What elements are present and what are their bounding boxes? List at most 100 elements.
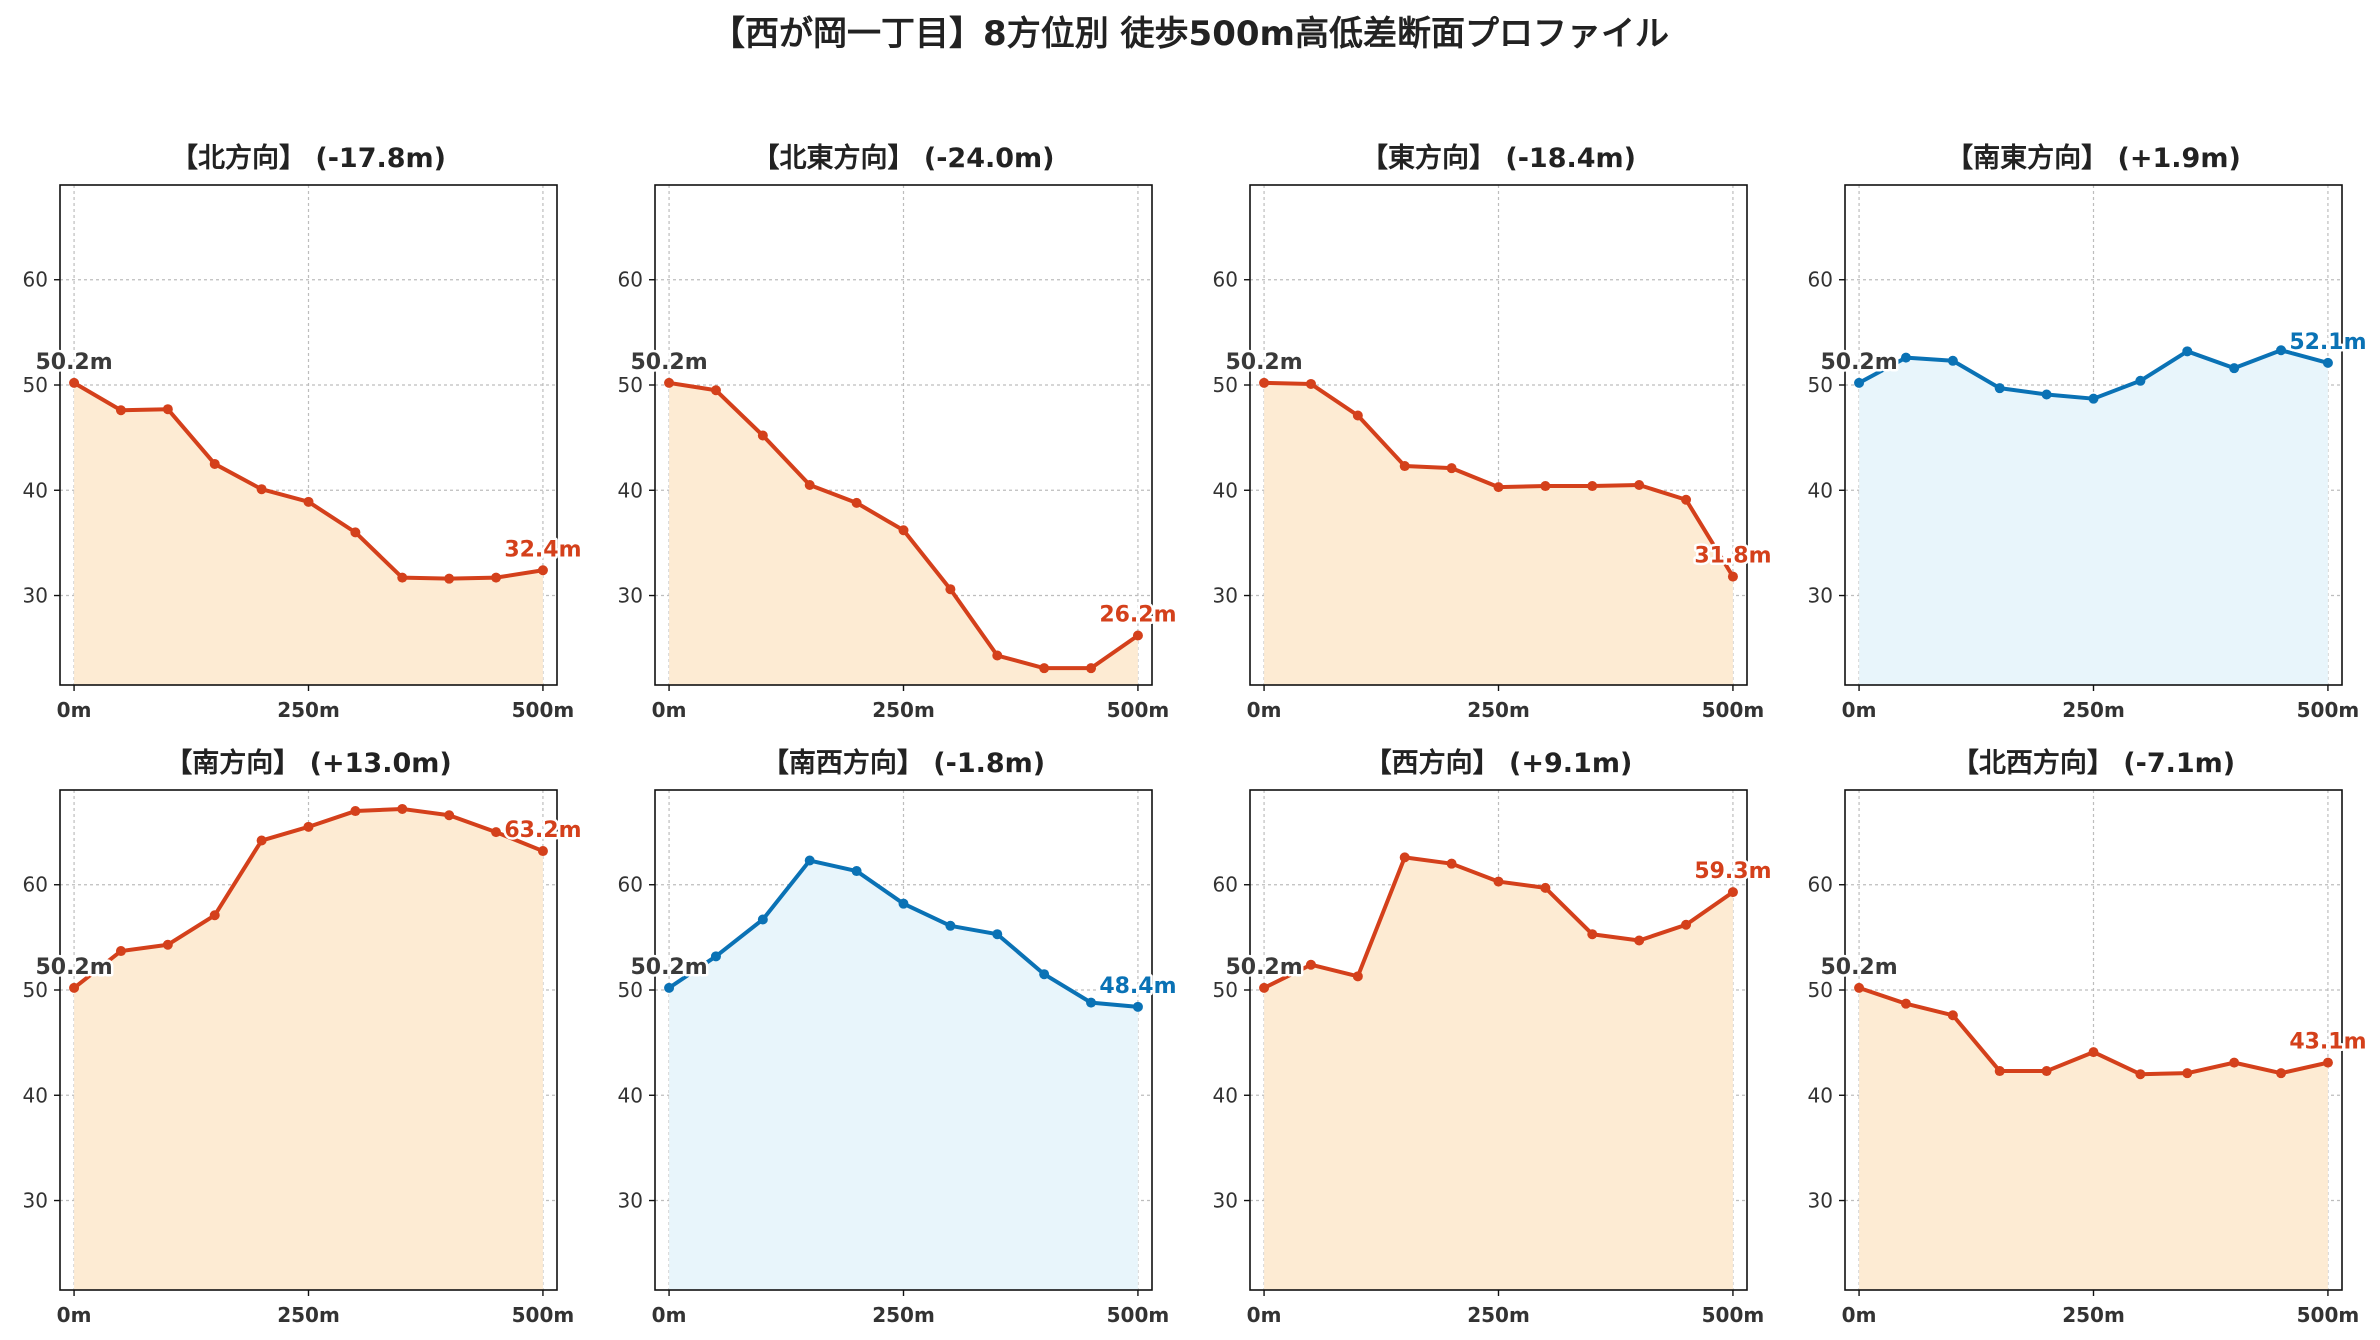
data-point — [350, 527, 361, 538]
y-tick-label: 30 — [23, 1189, 48, 1213]
x-tick-label: 500m — [512, 1303, 575, 1327]
data-point — [444, 573, 455, 584]
y-tick-label: 30 — [618, 584, 643, 608]
y-tick-label: 40 — [1213, 478, 1238, 502]
elevation-area — [1264, 857, 1733, 1290]
data-point — [2182, 1068, 2193, 1079]
start-elevation-label: 50.2m — [35, 350, 112, 375]
x-tick-label: 0m — [652, 698, 687, 722]
data-point — [350, 806, 361, 817]
end-elevation-label: 63.2m — [504, 818, 581, 843]
x-tick-label: 0m — [57, 1303, 92, 1327]
data-point — [664, 377, 675, 388]
data-point — [1493, 482, 1504, 493]
data-point — [2322, 357, 2333, 368]
subplot-title: 【東方向】 (-18.4m) — [1361, 142, 1636, 174]
data-point — [898, 898, 909, 909]
data-point — [209, 458, 220, 469]
subplot-title: 【南西方向】 (-1.8m) — [762, 747, 1045, 779]
data-point — [1727, 571, 1738, 582]
y-tick-label: 60 — [618, 268, 643, 292]
start-elevation-label: 50.2m — [1820, 350, 1897, 375]
data-point — [804, 480, 815, 490]
subplot-title: 【北方向】 (-17.8m) — [171, 142, 446, 174]
data-point — [2135, 375, 2146, 386]
y-tick-label: 40 — [618, 1083, 643, 1107]
x-tick-label: 250m — [1467, 698, 1530, 722]
x-tick-label: 250m — [872, 1303, 935, 1327]
data-point — [69, 982, 80, 993]
x-tick-label: 250m — [1467, 1303, 1530, 1327]
data-point — [851, 497, 862, 508]
y-tick-label: 30 — [23, 584, 48, 608]
data-point — [115, 946, 126, 957]
data-point — [804, 855, 815, 866]
y-tick-label: 60 — [1213, 268, 1238, 292]
end-elevation-label: 52.1m — [2289, 330, 2366, 355]
data-point — [992, 650, 1003, 661]
data-point — [1681, 919, 1692, 930]
data-point — [710, 951, 721, 962]
data-point — [1493, 876, 1504, 887]
y-tick-label: 60 — [618, 873, 643, 897]
start-elevation-label: 50.2m — [1820, 955, 1897, 980]
start-elevation-label: 50.2m — [35, 955, 112, 980]
data-point — [303, 496, 314, 507]
end-elevation-label: 59.3m — [1694, 859, 1771, 884]
figure-title: 【西が岡一丁目】8方位別 徒歩500m高低差断面プロファイル — [711, 14, 1669, 54]
subplot-2: 【北東方向】 (-24.0m) 30 40 50 60 0m 250m 500m 50.2m 26… — [618, 142, 1179, 722]
subplot-title: 【西方向】 (+9.1m) — [1365, 747, 1633, 779]
y-tick-label: 30 — [618, 1189, 643, 1213]
data-point — [945, 920, 956, 931]
elevation-area — [669, 860, 1138, 1290]
y-tick-label: 60 — [1808, 268, 1833, 292]
y-tick-label: 50 — [23, 978, 48, 1002]
data-point — [303, 821, 314, 832]
data-point — [1039, 663, 1050, 674]
data-point — [2229, 1057, 2240, 1068]
data-point — [1854, 377, 1865, 388]
data-point — [491, 827, 502, 838]
data-point — [1039, 969, 1050, 980]
x-tick-label: 500m — [1702, 698, 1765, 722]
y-tick-label: 50 — [1808, 373, 1833, 397]
x-tick-label: 0m — [1842, 1303, 1877, 1327]
y-tick-label: 40 — [1808, 1083, 1833, 1107]
y-tick-label: 60 — [23, 268, 48, 292]
data-point — [256, 835, 267, 846]
data-point — [162, 939, 173, 950]
x-tick-label: 500m — [1702, 1303, 1765, 1327]
y-tick-label: 50 — [1213, 373, 1238, 397]
data-point — [256, 484, 267, 495]
y-tick-label: 50 — [1213, 978, 1238, 1002]
data-point — [1259, 377, 1270, 388]
x-tick-label: 250m — [277, 698, 340, 722]
subplot-title: 【北東方向】 (-24.0m) — [752, 142, 1054, 174]
end-elevation-label: 32.4m — [504, 537, 581, 562]
subplot-7: 【西方向】 (+9.1m) 30 40 50 60 0m 250m 500m 50.2m 59.3… — [1213, 747, 1774, 1327]
y-tick-label: 60 — [1213, 873, 1238, 897]
x-tick-label: 0m — [1247, 698, 1282, 722]
data-point — [1727, 887, 1738, 898]
data-point — [2229, 363, 2240, 374]
data-point — [1587, 929, 1598, 940]
data-point — [115, 405, 126, 416]
data-point — [69, 377, 80, 388]
data-point — [2276, 1068, 2287, 1079]
x-tick-label: 500m — [1107, 1303, 1170, 1327]
data-point — [1399, 852, 1410, 863]
data-point — [1681, 494, 1692, 505]
y-tick-label: 60 — [1808, 873, 1833, 897]
data-point — [1900, 998, 1911, 1009]
data-point — [2088, 1047, 2099, 1058]
data-point — [992, 929, 1003, 940]
data-point — [2182, 346, 2193, 357]
x-tick-label: 500m — [512, 698, 575, 722]
data-point — [1259, 982, 1270, 993]
y-tick-label: 40 — [23, 478, 48, 502]
end-elevation-label: 26.2m — [1099, 603, 1176, 628]
x-tick-label: 0m — [57, 698, 92, 722]
end-elevation-label: 43.1m — [2289, 1030, 2366, 1055]
